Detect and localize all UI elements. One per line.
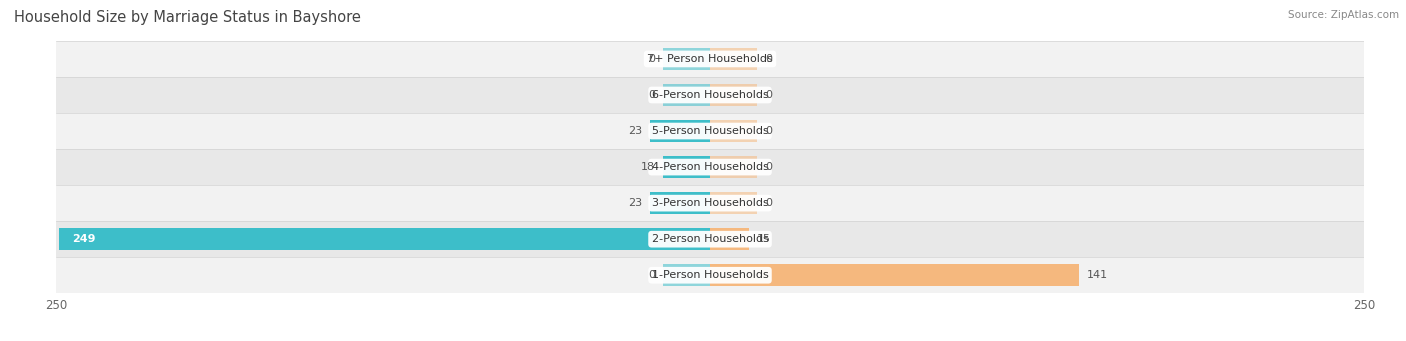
Bar [710,48,756,70]
Text: 141: 141 [1087,270,1108,280]
Bar [56,113,1364,149]
Text: 23: 23 [628,126,643,136]
Text: 249: 249 [72,234,96,244]
Text: 7+ Person Households: 7+ Person Households [647,54,773,64]
Bar [56,41,1364,77]
Bar [56,77,1364,113]
Text: 5-Person Households: 5-Person Households [651,126,769,136]
Text: 0: 0 [648,54,655,64]
Text: 0: 0 [765,54,772,64]
Bar [56,221,1364,257]
Bar [710,192,756,214]
Bar [56,149,1364,185]
Text: 0: 0 [765,198,772,208]
Text: 1-Person Households: 1-Person Households [651,270,769,280]
Bar [710,156,756,178]
Text: 23: 23 [628,198,643,208]
Text: 0: 0 [765,126,772,136]
Bar [56,185,1364,221]
Text: Household Size by Marriage Status in Bayshore: Household Size by Marriage Status in Bay… [14,10,361,25]
Bar [710,120,756,142]
Text: 0: 0 [765,90,772,100]
Text: 6-Person Households: 6-Person Households [651,90,769,100]
Bar [650,192,710,214]
Bar [56,257,1364,293]
Bar [664,48,710,70]
Bar [650,120,710,142]
Bar [710,228,749,250]
Bar [664,156,710,178]
Text: 4-Person Households: 4-Person Households [651,162,769,172]
Text: 0: 0 [648,90,655,100]
Text: 18: 18 [641,162,655,172]
Bar [710,264,1078,286]
Bar [664,84,710,106]
Text: 3-Person Households: 3-Person Households [651,198,769,208]
Text: 0: 0 [765,162,772,172]
Text: 0: 0 [648,270,655,280]
Bar [59,228,710,250]
Text: 15: 15 [756,234,770,244]
Text: Source: ZipAtlas.com: Source: ZipAtlas.com [1288,10,1399,20]
Bar [710,84,756,106]
Text: 2-Person Households: 2-Person Households [651,234,769,244]
Bar [664,264,710,286]
